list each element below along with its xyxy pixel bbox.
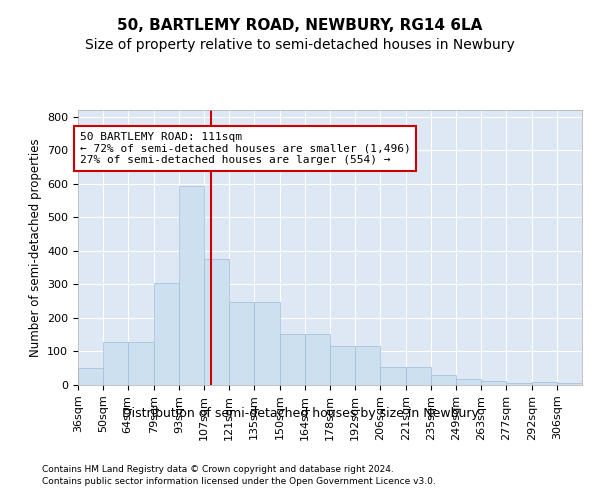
Text: Size of property relative to semi-detached houses in Newbury: Size of property relative to semi-detach…	[85, 38, 515, 52]
Bar	[330, 346, 355, 385]
Text: Contains public sector information licensed under the Open Government Licence v3: Contains public sector information licen…	[42, 478, 436, 486]
Text: 50, BARTLEMY ROAD, NEWBURY, RG14 6LA: 50, BARTLEMY ROAD, NEWBURY, RG14 6LA	[118, 18, 482, 32]
Bar	[355, 346, 380, 385]
Bar	[254, 302, 280, 385]
Bar	[154, 284, 179, 385]
Bar	[557, 384, 582, 385]
Bar	[481, 380, 506, 385]
Bar	[431, 375, 456, 385]
Bar	[380, 366, 406, 385]
Bar	[532, 382, 557, 385]
Bar	[179, 186, 204, 385]
Bar	[78, 368, 103, 385]
Text: 50 BARTLEMY ROAD: 111sqm
← 72% of semi-detached houses are smaller (1,496)
27% o: 50 BARTLEMY ROAD: 111sqm ← 72% of semi-d…	[80, 132, 410, 165]
Bar	[305, 334, 330, 385]
Bar	[406, 366, 431, 385]
Bar	[506, 384, 532, 385]
Bar	[456, 379, 481, 385]
Bar	[128, 342, 154, 385]
Text: Distribution of semi-detached houses by size in Newbury: Distribution of semi-detached houses by …	[122, 408, 478, 420]
Bar	[280, 334, 305, 385]
Y-axis label: Number of semi-detached properties: Number of semi-detached properties	[29, 138, 41, 357]
Bar	[204, 259, 229, 385]
Bar	[103, 342, 128, 385]
Text: Contains HM Land Registry data © Crown copyright and database right 2024.: Contains HM Land Registry data © Crown c…	[42, 465, 394, 474]
Bar	[229, 302, 254, 385]
